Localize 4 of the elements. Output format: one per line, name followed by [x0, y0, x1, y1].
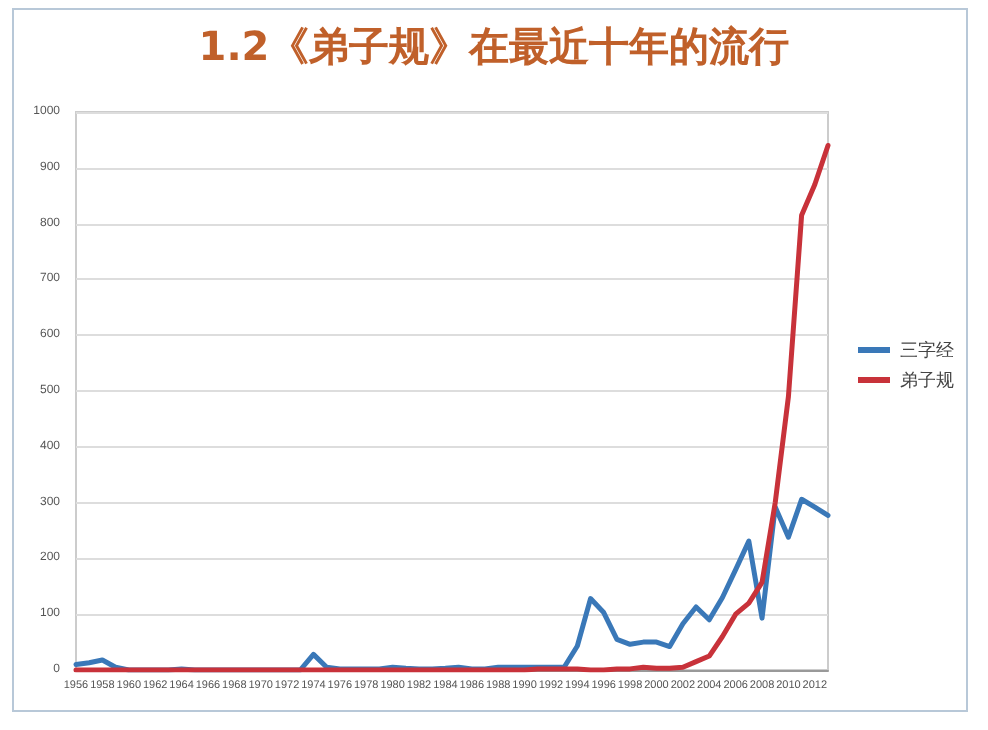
legend-label: 弟子规 [900, 370, 954, 390]
legend-label: 三字经 [900, 340, 954, 360]
chart-title: 1.2《弟子规》在最近十年的流行 [198, 22, 790, 70]
line-series [73, 142, 831, 673]
